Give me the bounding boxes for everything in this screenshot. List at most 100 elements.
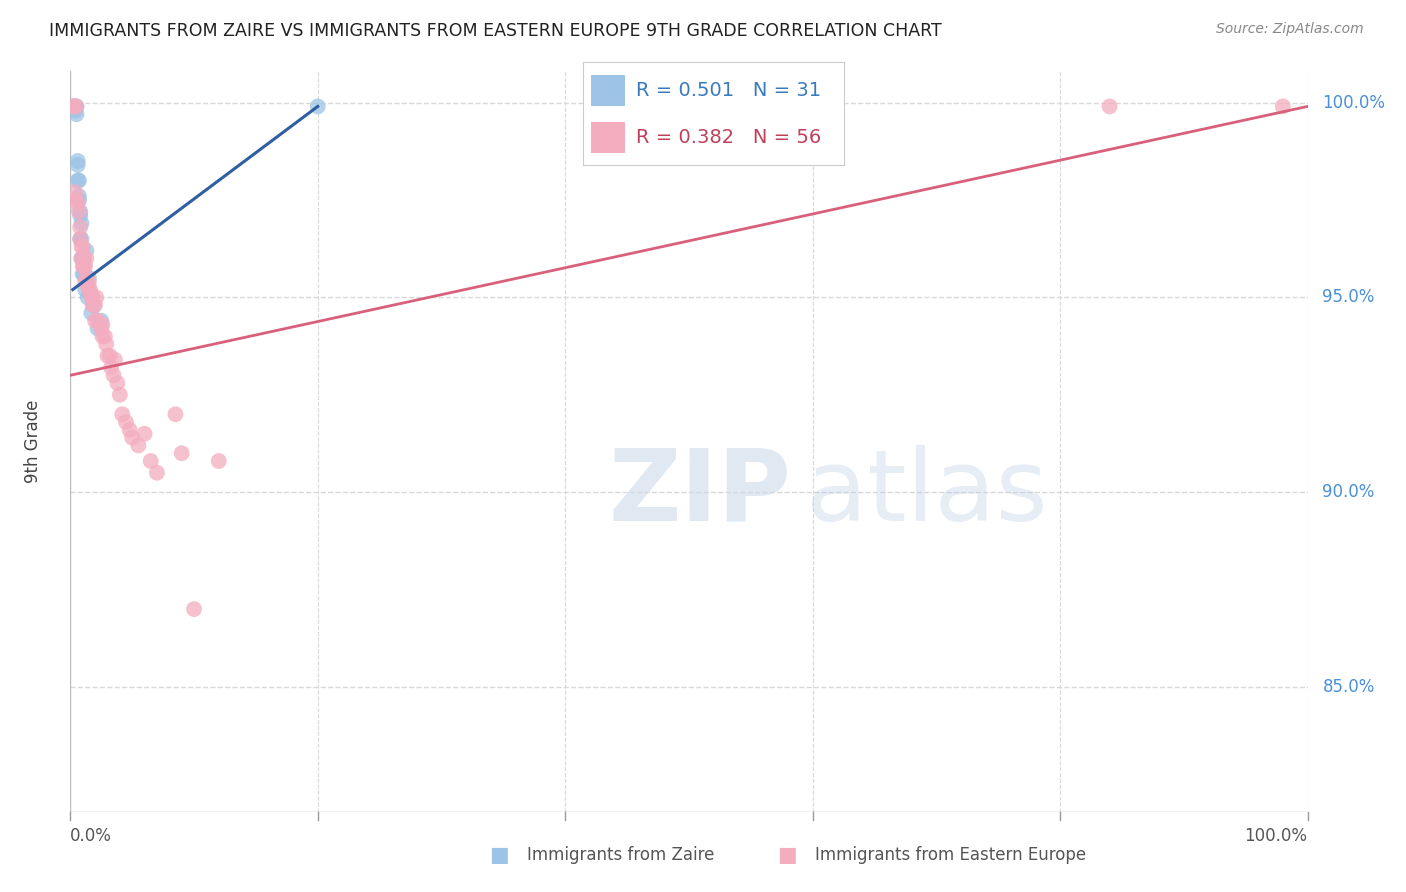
Point: [170, 446, 193, 460]
Point: [76, 290, 98, 304]
Text: Source: ZipAtlas.com: Source: ZipAtlas.com: [1216, 22, 1364, 37]
Point: [69, 220, 91, 235]
Point: [90, 314, 112, 328]
Point: [79, 283, 101, 297]
Point: [69, 204, 91, 219]
Point: [208, 454, 231, 468]
Bar: [592, 122, 626, 153]
Point: [66, 158, 89, 172]
Point: [84, 298, 107, 312]
Point: [307, 99, 329, 113]
Point: [91, 329, 114, 343]
Point: [183, 602, 205, 616]
Point: [96, 337, 118, 351]
Point: [70, 240, 93, 254]
Text: 95.0%: 95.0%: [1323, 288, 1375, 306]
Point: [72, 252, 94, 266]
Text: 100.0%: 100.0%: [1323, 94, 1385, 112]
Text: 100.0%: 100.0%: [1244, 827, 1308, 846]
Point: [111, 407, 134, 421]
Text: ■: ■: [489, 845, 509, 864]
Point: [65, 107, 87, 121]
Point: [63, 99, 86, 113]
Text: 85.0%: 85.0%: [1323, 678, 1375, 696]
Text: atlas: atlas: [807, 445, 1047, 541]
Text: ZIP: ZIP: [609, 445, 792, 541]
Point: [75, 252, 97, 266]
Point: [73, 259, 96, 273]
Point: [165, 407, 187, 421]
Text: IMMIGRANTS FROM ZAIRE VS IMMIGRANTS FROM EASTERN EUROPE 9TH GRADE CORRELATION CH: IMMIGRANTS FROM ZAIRE VS IMMIGRANTS FROM…: [49, 22, 942, 40]
Point: [77, 283, 100, 297]
Text: ■: ■: [778, 845, 797, 864]
Point: [105, 376, 128, 390]
Point: [65, 99, 87, 113]
Point: [75, 271, 97, 285]
Text: R = 0.501   N = 31: R = 0.501 N = 31: [636, 80, 821, 100]
Point: [98, 349, 121, 363]
Point: [77, 275, 100, 289]
Text: 0.0%: 0.0%: [70, 827, 112, 846]
Point: [90, 321, 112, 335]
Point: [77, 271, 100, 285]
Text: Immigrants from Zaire: Immigrants from Zaire: [527, 846, 714, 863]
Point: [91, 318, 114, 332]
Text: 9th Grade: 9th Grade: [24, 400, 42, 483]
Point: [66, 173, 89, 187]
Point: [75, 275, 97, 289]
Point: [75, 259, 97, 273]
Point: [75, 244, 97, 258]
Point: [72, 240, 94, 254]
Point: [70, 232, 93, 246]
Point: [70, 252, 93, 266]
Point: [69, 209, 91, 223]
Point: [1271, 99, 1294, 113]
Point: [118, 423, 141, 437]
Point: [82, 298, 104, 312]
Point: [73, 267, 96, 281]
Point: [83, 298, 105, 312]
Point: [72, 267, 94, 281]
Point: [66, 197, 89, 211]
Point: [73, 252, 96, 266]
Point: [100, 360, 122, 375]
Point: [65, 193, 87, 207]
Point: [1098, 99, 1121, 113]
Point: [86, 321, 108, 335]
Point: [134, 426, 156, 441]
Point: [65, 103, 87, 118]
Point: [67, 189, 90, 203]
Point: [70, 252, 93, 266]
Point: [80, 306, 103, 320]
Point: [139, 454, 162, 468]
Point: [84, 314, 107, 328]
Point: [65, 99, 87, 113]
Bar: [592, 75, 626, 105]
Point: [104, 352, 127, 367]
Point: [127, 438, 149, 452]
Point: [65, 99, 87, 113]
Text: 90.0%: 90.0%: [1323, 483, 1375, 501]
Point: [66, 153, 89, 168]
Text: R = 0.382   N = 56: R = 0.382 N = 56: [636, 128, 821, 147]
Point: [115, 415, 138, 429]
Point: [80, 290, 103, 304]
Point: [79, 286, 101, 301]
Point: [84, 290, 107, 304]
Point: [121, 431, 143, 445]
Point: [65, 185, 87, 199]
Point: [62, 99, 84, 113]
Point: [108, 388, 131, 402]
Text: Immigrants from Eastern Europe: Immigrants from Eastern Europe: [815, 846, 1087, 863]
Point: [86, 314, 108, 328]
Point: [69, 232, 91, 246]
Point: [96, 349, 118, 363]
Point: [72, 259, 94, 273]
Point: [146, 466, 169, 480]
Point: [67, 193, 90, 207]
Point: [103, 368, 125, 383]
Point: [82, 290, 104, 304]
Point: [69, 232, 91, 246]
Point: [67, 173, 90, 187]
Point: [70, 216, 93, 230]
